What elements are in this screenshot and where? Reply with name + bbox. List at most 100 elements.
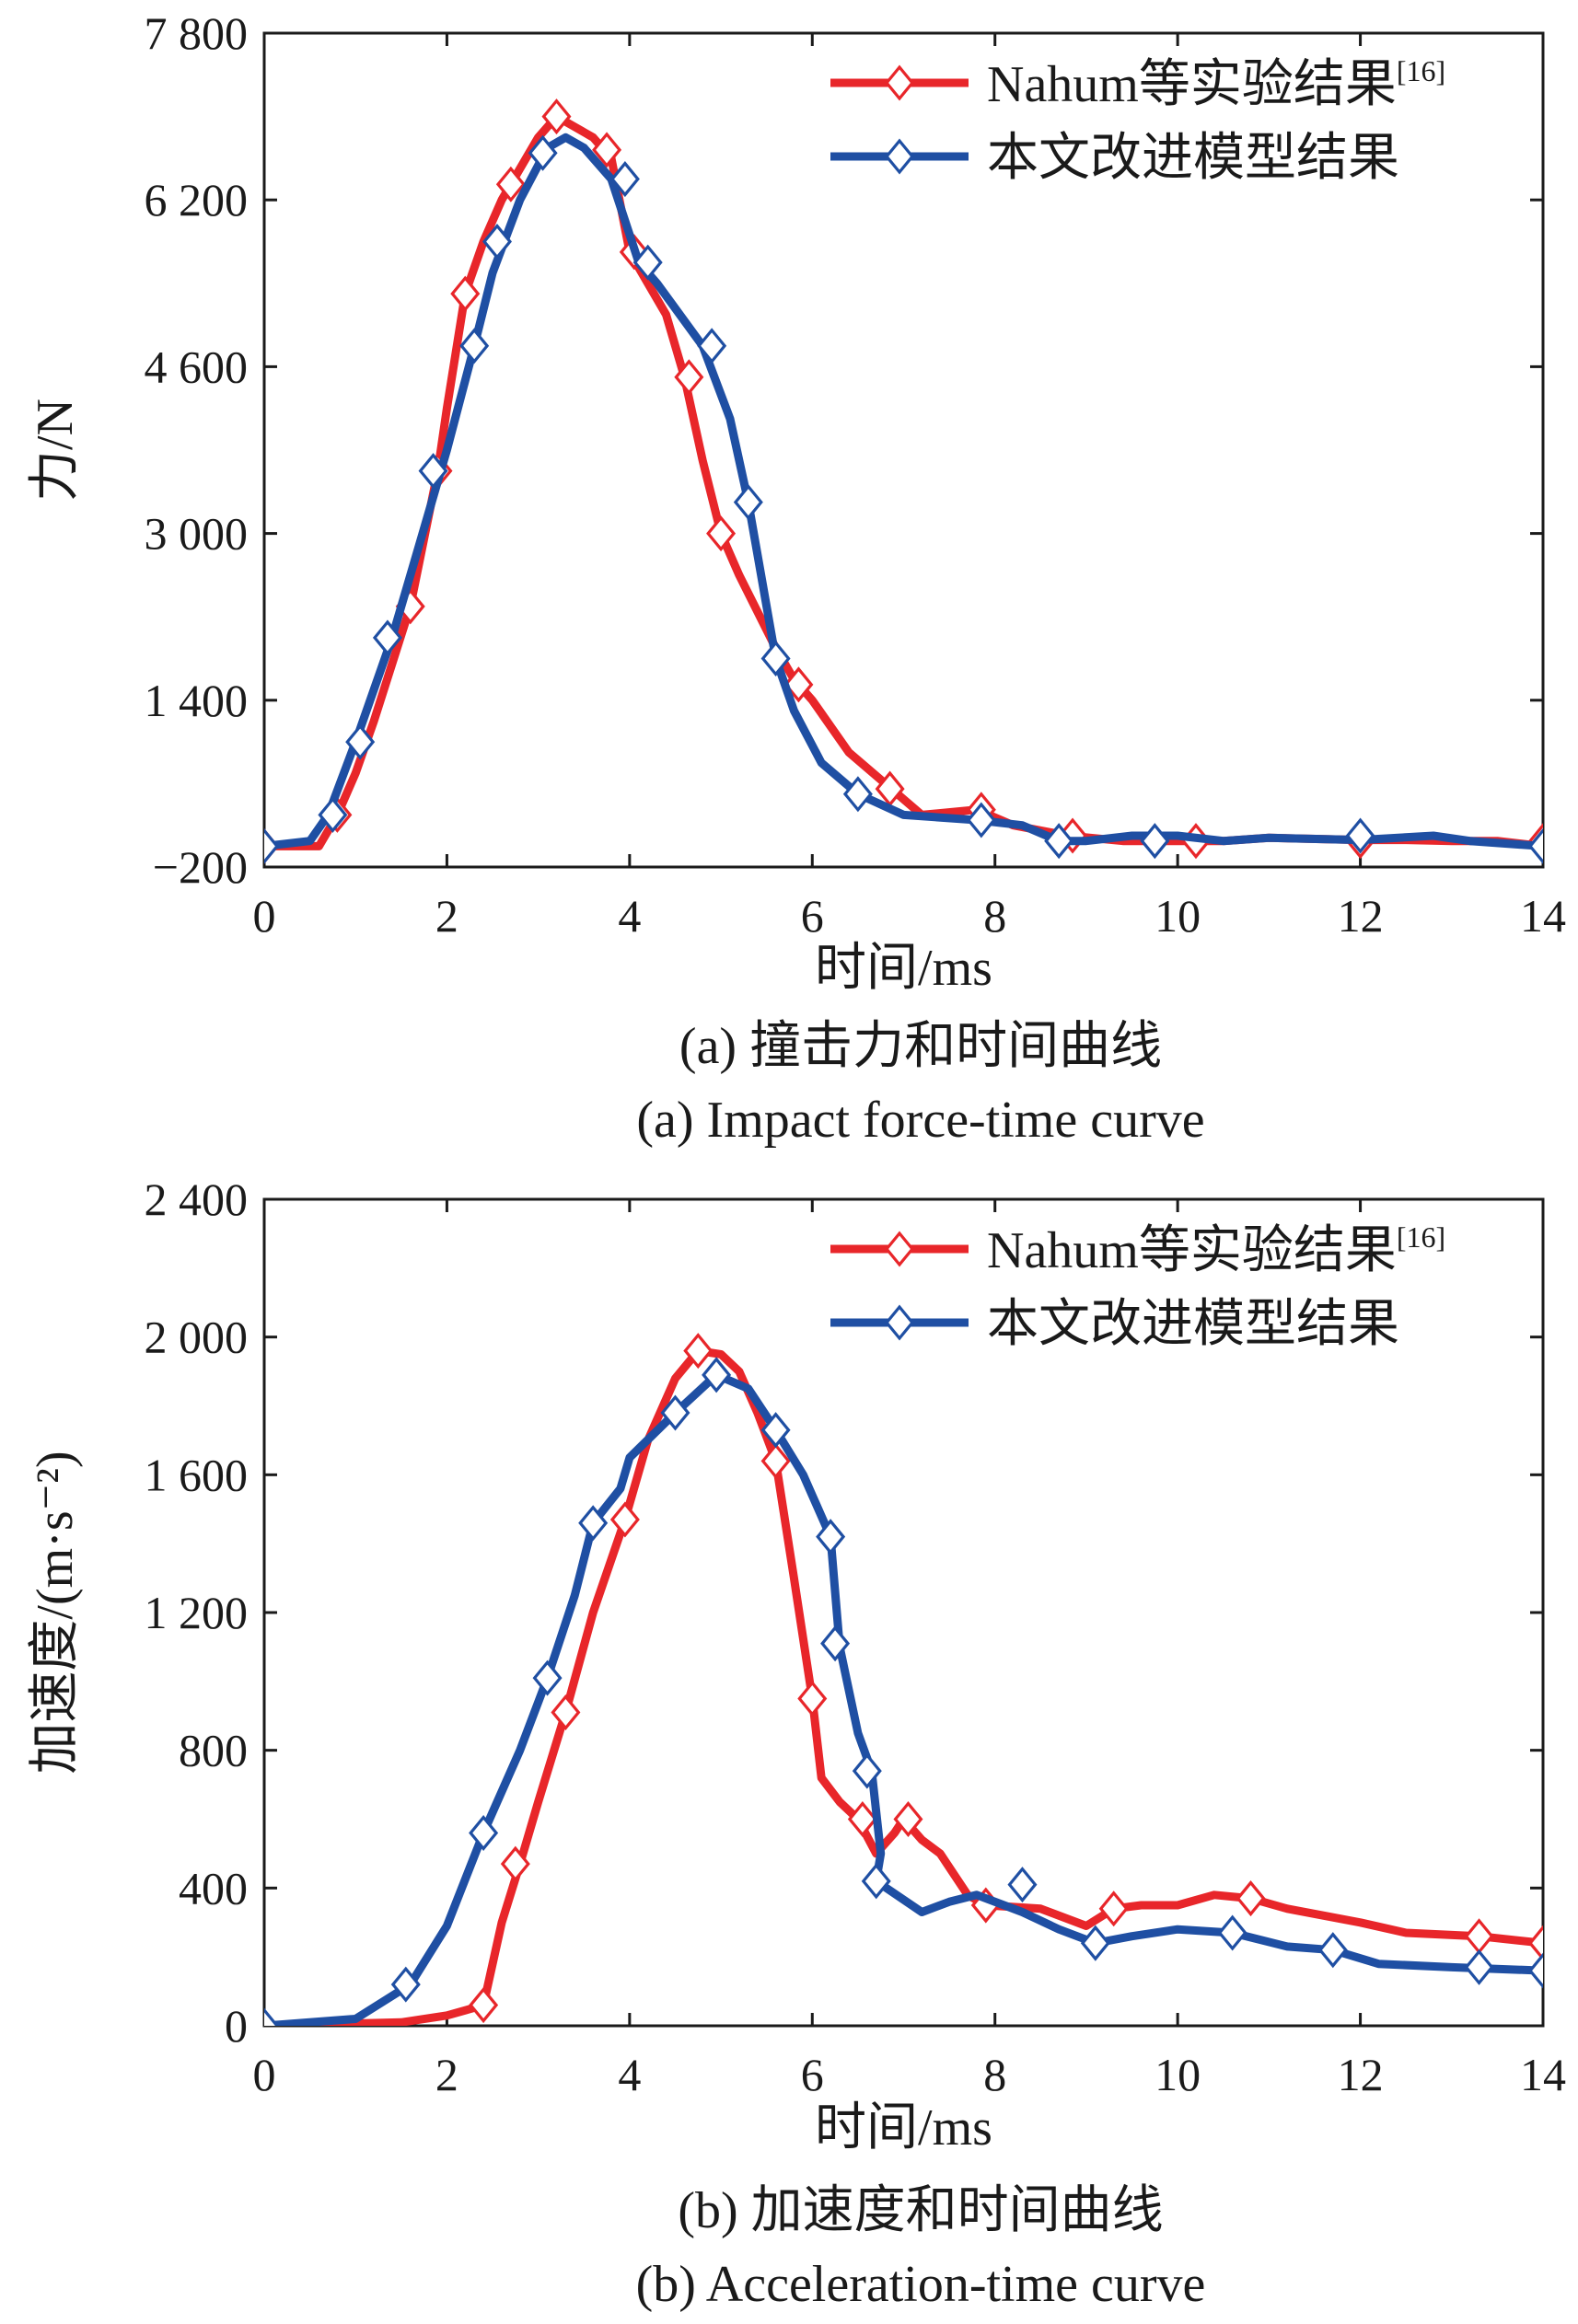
y-axis-title: 加速度/(m·s⁻²): [27, 1451, 84, 1774]
accel-chart: 0 2 4 6 8 10 12 14 0 400 800 1 200 1 600 2 000 2 400 时间…: [27, 1174, 1566, 2313]
data-marker: [1527, 827, 1543, 864]
data-marker: [1080, 1925, 1110, 1961]
data-marker: [495, 166, 526, 202]
force-chart: 0 2 4 6 8 10 12 14 −200 1 400 3 000 4 600 6 200 7 800…: [27, 7, 1566, 1149]
data-marker: [884, 64, 915, 101]
data-marker: [632, 244, 663, 281]
data-marker: [966, 802, 996, 838]
data-marker: [842, 776, 873, 813]
x-tick-label: 14: [1520, 2049, 1566, 2100]
data-marker: [528, 134, 558, 171]
x-tick-label: 2: [435, 2049, 458, 2100]
data-marker: [450, 275, 481, 312]
data-marker: [1527, 1952, 1543, 1989]
data-marker: [372, 619, 402, 656]
data-marker: [1527, 1925, 1543, 1961]
x-tick-label: 12: [1338, 890, 1384, 942]
y-tick-label: 1 200: [145, 1587, 249, 1638]
series-line: [264, 112, 1543, 850]
data-marker: [264, 827, 280, 864]
x-tick-label: 6: [801, 890, 824, 942]
data-marker: [706, 515, 737, 552]
x-tick-label: 0: [253, 2049, 276, 2100]
data-marker: [893, 1800, 923, 1838]
data-marker: [660, 1394, 690, 1431]
data-marker: [345, 723, 376, 760]
data-marker: [532, 1659, 563, 1696]
legend: Nahum等实验结果[16] 本文改进模型结果: [830, 1220, 1445, 1353]
data-marker: [733, 484, 763, 521]
data-marker: [1044, 823, 1074, 860]
data-marker: [1236, 1880, 1266, 1917]
y-tick-label: 400: [179, 1862, 248, 1914]
y-tick-label: 2 000: [145, 1312, 249, 1363]
y-tick-label: 2 400: [145, 1174, 249, 1225]
data-marker: [683, 1333, 714, 1370]
x-tick-label: 12: [1338, 2049, 1384, 2100]
y-tick-label: 3 000: [145, 508, 249, 560]
x-tick-label: 14: [1520, 890, 1566, 942]
data-marker: [418, 453, 448, 490]
data-marker: [702, 1357, 732, 1393]
data-marker: [551, 1694, 581, 1731]
series-line: [264, 1347, 1543, 2026]
data-marker: [783, 666, 814, 703]
y-tick-label: 800: [179, 1725, 248, 1776]
series-experiment: [264, 98, 1543, 864]
legend: Nahum等实验结果[16] 本文改进模型结果: [830, 54, 1445, 187]
data-marker: [1098, 1890, 1129, 1927]
data-marker: [674, 359, 704, 396]
data-marker: [609, 161, 640, 198]
series-line: [264, 1370, 1543, 2026]
y-tick-label: 1 400: [145, 675, 249, 726]
caption-zh: (a) 撞击力和时间曲线: [679, 1018, 1162, 1075]
data-marker: [1464, 1948, 1494, 1985]
data-marker: [469, 1987, 499, 2024]
x-tick-label: 10: [1154, 890, 1201, 942]
series-experiment: [264, 1333, 1543, 2026]
y-tick-label: 4 600: [145, 341, 249, 392]
data-marker: [1317, 1932, 1348, 1969]
data-marker: [884, 1304, 915, 1341]
series-model: [264, 133, 1543, 864]
y-tick-label: 1 600: [145, 1449, 249, 1500]
data-marker: [318, 796, 348, 833]
legend-label: Nahum等实验结果[16]: [987, 1220, 1445, 1279]
x-tick-label: 8: [983, 890, 1006, 942]
x-tick-label: 4: [618, 2049, 641, 2100]
data-marker: [847, 1800, 877, 1838]
data-marker: [697, 328, 727, 364]
y-tick-label: 7 800: [145, 7, 249, 59]
y-tick-label: 0: [225, 2000, 248, 2052]
series-model: [264, 1357, 1543, 2026]
data-marker: [1007, 1867, 1038, 1903]
legend-label: 本文改进模型结果: [987, 1296, 1399, 1353]
caption-en: (b) Acceleration-time curve: [636, 2256, 1206, 2313]
x-tick-label: 8: [983, 2049, 1006, 2100]
data-marker: [797, 1681, 828, 1717]
caption-en: (a) Impact force-time curve: [636, 1092, 1204, 1149]
data-marker: [884, 138, 915, 175]
x-tick-label: 0: [253, 890, 276, 942]
x-axis-title: 时间/ms: [815, 940, 992, 997]
y-tick-label: 6 200: [145, 174, 249, 225]
data-marker: [264, 2007, 280, 2026]
series-line: [264, 133, 1543, 850]
x-tick-label: 6: [801, 2049, 824, 2100]
data-marker: [500, 1845, 530, 1882]
y-tick-label: −200: [153, 841, 248, 893]
data-marker: [469, 1814, 499, 1851]
data-marker: [852, 1752, 882, 1789]
data-marker: [861, 1863, 891, 1900]
data-marker: [760, 1412, 791, 1449]
plot-frame: [262, 31, 1545, 869]
x-axis-title: 时间/ms: [815, 2099, 992, 2156]
data-marker: [760, 1442, 791, 1479]
data-marker: [578, 1505, 609, 1542]
y-axis-title: 力/N: [27, 399, 84, 502]
x-tick-label: 10: [1154, 2049, 1201, 2100]
data-marker: [482, 223, 513, 260]
data-marker: [541, 98, 572, 135]
data-marker: [1217, 1914, 1247, 1951]
